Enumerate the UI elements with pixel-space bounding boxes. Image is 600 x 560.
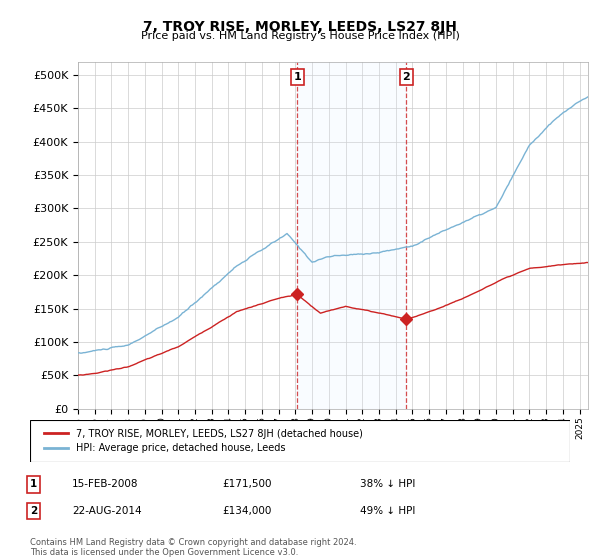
Text: 49% ↓ HPI: 49% ↓ HPI [360, 506, 415, 516]
Text: 15-FEB-2008: 15-FEB-2008 [72, 479, 139, 489]
Text: Contains HM Land Registry data © Crown copyright and database right 2024.
This d: Contains HM Land Registry data © Crown c… [30, 538, 356, 557]
Text: 2: 2 [30, 506, 37, 516]
Text: 7, TROY RISE, MORLEY, LEEDS, LS27 8JH: 7, TROY RISE, MORLEY, LEEDS, LS27 8JH [143, 20, 457, 34]
Text: 38% ↓ HPI: 38% ↓ HPI [360, 479, 415, 489]
Text: £134,000: £134,000 [222, 506, 271, 516]
Bar [298, 62, 406, 409]
Text: 2: 2 [403, 72, 410, 82]
Text: 1: 1 [30, 479, 37, 489]
FancyBboxPatch shape [30, 420, 570, 462]
Legend: 7, TROY RISE, MORLEY, LEEDS, LS27 8JH (detached house), HPI: Average price, deta: 7, TROY RISE, MORLEY, LEEDS, LS27 8JH (d… [40, 424, 367, 458]
Text: 22-AUG-2014: 22-AUG-2014 [72, 506, 142, 516]
Text: £171,500: £171,500 [222, 479, 271, 489]
Text: 1: 1 [293, 72, 301, 82]
Text: Price paid vs. HM Land Registry's House Price Index (HPI): Price paid vs. HM Land Registry's House … [140, 31, 460, 41]
